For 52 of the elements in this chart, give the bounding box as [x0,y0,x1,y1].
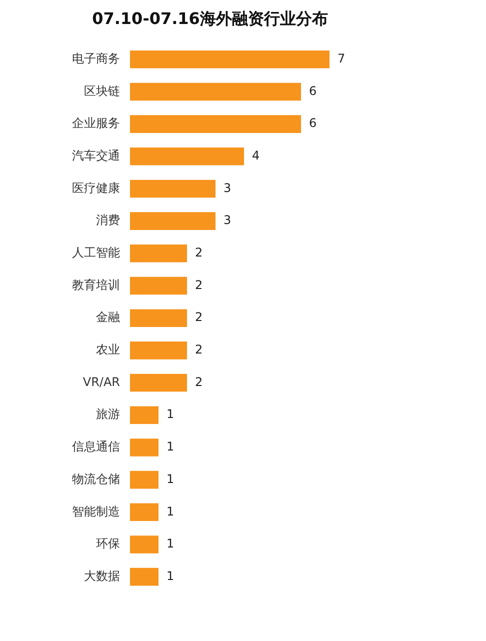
data-label: 1 [166,440,174,454]
y-tick-label: VR/AR [82,374,120,389]
bar [130,115,301,133]
data-label: 2 [195,374,203,389]
bar [130,342,187,360]
y-tick-label: 旅游 [96,407,120,422]
y-tick-label: 农业 [96,342,120,357]
y-tick-label: 汽车交通 [72,148,120,163]
bar [130,374,187,392]
bar [130,536,158,554]
bar [130,148,244,166]
data-label: 1 [166,472,174,486]
data-label: 4 [252,148,260,163]
y-tick-label: 医疗健康 [72,180,120,195]
bar [130,82,301,101]
y-tick-label: 区块链 [84,84,120,98]
data-label: 1 [166,407,174,422]
bar [130,244,187,262]
data-label: 2 [195,342,203,357]
data-label: 6 [309,116,317,130]
bar [130,470,158,489]
data-label: 3 [224,213,232,228]
y-tick-label: 企业服务 [72,116,120,130]
data-label: 1 [166,568,174,583]
bar [130,438,158,456]
chart-title: 07.10-07.16海外融资行业分布 [92,8,328,28]
bar [130,180,216,198]
data-label: 6 [309,84,317,98]
data-label: 2 [195,310,203,324]
bar [130,276,187,295]
y-tick-label: 大数据 [84,568,120,583]
y-tick-label: 智能制造 [72,504,120,518]
y-tick-label: 信息通信 [72,440,120,454]
data-label: 2 [195,246,203,260]
bar [130,503,158,522]
bar [130,406,158,424]
bar [130,568,158,586]
data-label: 7 [338,51,346,66]
data-label: 2 [195,278,203,292]
y-tick-label: 人工智能 [72,246,120,260]
y-tick-label: 教育培训 [72,278,120,292]
y-tick-label: 物流仓储 [72,472,120,486]
y-tick-label: 电子商务 [72,51,120,66]
bar [130,212,216,230]
data-label: 3 [224,180,232,195]
bar [130,50,330,68]
data-label: 1 [166,504,174,518]
data-label: 1 [166,536,174,551]
y-tick-label: 消费 [96,213,120,228]
y-tick-label: 金融 [96,310,120,324]
y-tick-label: 环保 [96,536,120,551]
bar [130,309,187,327]
